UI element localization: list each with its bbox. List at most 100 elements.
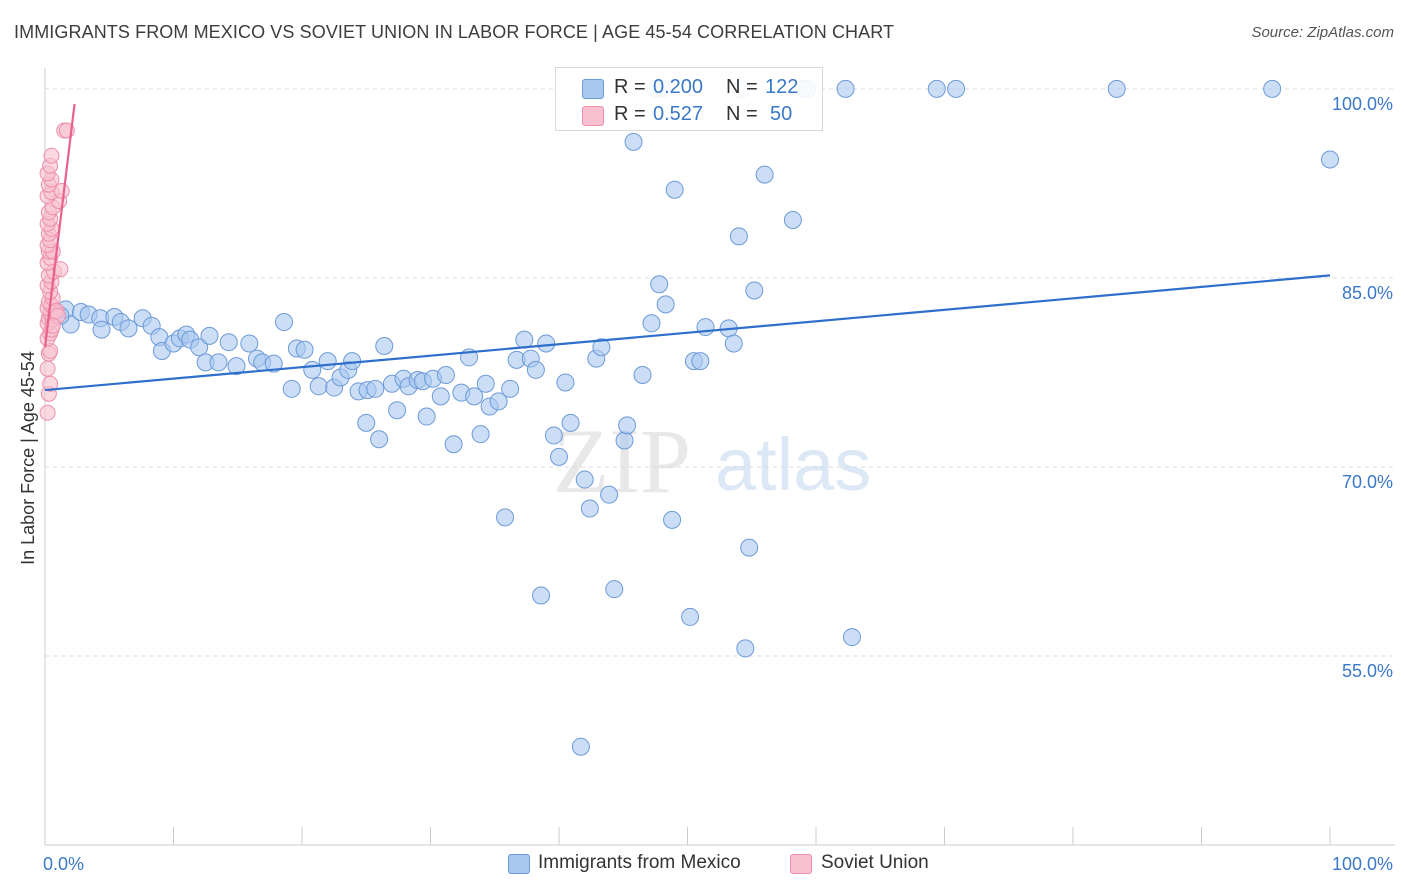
data-point-mexico [240, 334, 259, 353]
data-point-soviet [42, 375, 59, 392]
watermark-atlas: atlas [715, 423, 871, 506]
data-point-mexico [526, 360, 545, 379]
y-tick-label: 70.0% [1342, 472, 1393, 492]
data-point-mexico [295, 340, 314, 359]
data-point-mexico [532, 586, 551, 605]
legend-row-mexico: R = 0.200 N = 122 [556, 73, 822, 103]
data-point-mexico [745, 281, 764, 300]
data-point-mexico [691, 352, 710, 371]
trend-line-soviet [43, 103, 76, 348]
data-point-mexico [592, 338, 611, 357]
source-label: Source: ZipAtlas.com [1251, 24, 1394, 41]
legend-n-value-soviet: 50 [770, 103, 793, 125]
data-point-mexico [436, 365, 455, 384]
data-point-mexico [190, 338, 209, 357]
data-point-mexico [303, 360, 322, 379]
data-point-mexico [650, 275, 669, 294]
data-point-mexico [219, 333, 238, 352]
legend-swatch-mexico [582, 79, 604, 99]
data-point-mexico [388, 401, 407, 420]
data-point-mexico [471, 425, 490, 444]
data-point-mexico [200, 326, 219, 345]
data-point-mexico [571, 737, 590, 756]
data-point-mexico [501, 379, 520, 398]
data-point-mexico [615, 431, 634, 450]
data-point-mexico [656, 295, 675, 314]
data-point-mexico [740, 538, 759, 557]
data-point-mexico [665, 180, 684, 199]
data-point-mexico [696, 318, 715, 337]
data-point-mexico [642, 314, 661, 333]
data-point-mexico [264, 354, 283, 373]
data-point-mexico [515, 330, 534, 349]
data-point-soviet [43, 147, 60, 164]
bottom-legend-swatch-soviet [790, 854, 812, 874]
correlation-legend: R = 0.200 N = 122 R = 0.527 N = 50 [555, 67, 823, 131]
data-point-mexico [575, 470, 594, 489]
data-point-mexico [729, 227, 748, 246]
data-point-mexico [417, 407, 436, 426]
legend-r-value-mexico: 0.200 [653, 76, 704, 98]
data-point-mexico [633, 365, 652, 384]
data-point-mexico [783, 210, 802, 229]
data-point-mexico [544, 426, 563, 445]
data-point-mexico [366, 379, 385, 398]
data-point-mexico [227, 357, 246, 376]
series-mexico [51, 79, 1339, 756]
data-point-mexico [375, 336, 394, 355]
data-point-mexico [496, 508, 515, 527]
y-tick-label: 100.0% [1332, 94, 1393, 114]
data-point-mexico [556, 373, 575, 392]
data-point-mexico [465, 387, 484, 406]
data-point-mexico [370, 430, 389, 449]
data-point-mexico [681, 607, 700, 626]
legend-r-label: R = [614, 103, 646, 125]
legend-n-value-mexico: 122 [765, 76, 799, 98]
data-point-mexico [309, 377, 328, 396]
data-point-mexico [282, 379, 301, 398]
data-point-mexico [580, 499, 599, 518]
data-point-mexico [1107, 79, 1126, 98]
x-tick-label: 100.0% [1332, 854, 1393, 874]
data-point-mexico [927, 79, 946, 98]
data-point-mexico [209, 353, 228, 372]
data-point-mexico [605, 580, 624, 599]
data-point-mexico [836, 79, 855, 98]
trend-line-mexico [44, 274, 1331, 392]
series-soviet [39, 122, 75, 421]
data-point-mexico [431, 387, 450, 406]
data-point-mexico [947, 79, 966, 98]
data-point-mexico [476, 374, 495, 393]
data-point-mexico [444, 435, 463, 454]
data-point-mexico [318, 352, 337, 371]
y-tick-label: 85.0% [1342, 283, 1393, 303]
x-tick-label: 0.0% [43, 854, 84, 874]
data-point-mexico [1321, 150, 1339, 169]
data-point-mexico [550, 447, 568, 466]
data-point-mexico [119, 319, 138, 338]
data-point-soviet [52, 261, 69, 278]
data-point-mexico [561, 413, 580, 432]
data-point-mexico [1263, 79, 1282, 98]
data-point-mexico [489, 392, 508, 411]
legend-n-label: N = [726, 76, 758, 98]
data-point-mexico [724, 334, 743, 353]
data-point-mexico [736, 639, 755, 658]
data-point-soviet [39, 404, 56, 421]
legend-r-value-soviet: 0.527 [653, 103, 704, 125]
y-tick-label: 55.0% [1342, 661, 1393, 681]
legend-r-label: R = [614, 76, 646, 98]
chart-title: IMMIGRANTS FROM MEXICO VS SOVIET UNION I… [14, 22, 895, 42]
y-axis-title: In Labor Force | Age 45-54 [18, 351, 38, 565]
bottom-legend-label-mexico: Immigrants from Mexico [538, 852, 741, 873]
bottom-legend-label-soviet: Soviet Union [821, 852, 929, 873]
legend-row-soviet: R = 0.527 N = 50 [556, 100, 822, 130]
data-point-soviet [39, 360, 56, 377]
data-point-mexico [600, 485, 619, 504]
legend-n-label: N = [726, 103, 758, 125]
data-point-mexico [92, 320, 111, 339]
data-point-mexico [357, 413, 376, 432]
data-point-mexico [663, 510, 682, 529]
bottom-legend-swatch-mexico [508, 854, 530, 874]
